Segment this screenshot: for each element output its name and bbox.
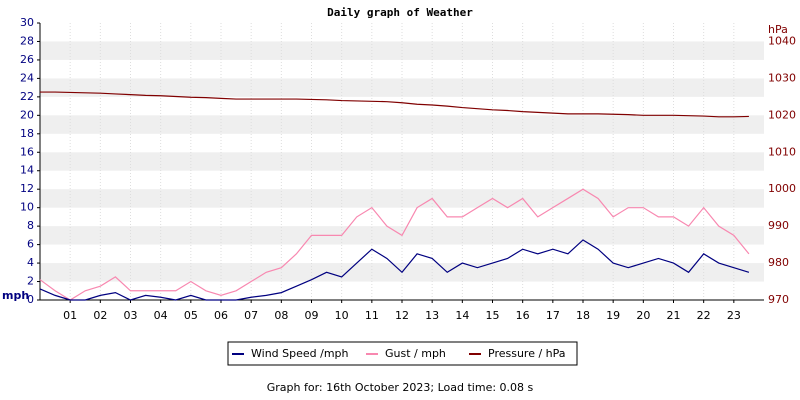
y2-tick-label: 980 [768,256,789,269]
y-tick-label: 20 [20,108,34,121]
x-tick-label: 14 [455,309,469,322]
y2-tick-label: 1000 [768,182,796,195]
y-tick-label: 12 [20,182,34,195]
series-line [39,188,750,301]
x-tick-label: 08 [274,309,288,322]
legend-label: Pressure / hPa [488,347,566,360]
y-tick-label: 2 [27,275,34,288]
chart-title: Daily graph of Weather [327,6,473,19]
y-tick-label: 26 [20,53,34,66]
x-tick-label: 17 [546,309,560,322]
series-line [39,239,750,301]
x-tick-label: 12 [395,309,409,322]
x-tick-label: 20 [636,309,650,322]
legend-label: Wind Speed /mph [251,347,349,360]
footer: Graph for: 16th October 2023; Load time:… [267,381,534,394]
x-tick-label: 15 [486,309,500,322]
series-line [40,91,749,118]
x-tick-label: 09 [305,309,319,322]
y-tick-label: 10 [20,201,34,214]
x-tick-label: 21 [667,309,681,322]
legend-label: Gust / mph [385,347,446,360]
x-tick-label: 03 [124,309,138,322]
x-tick-label: 01 [63,309,77,322]
y-tick-label: 16 [20,145,34,158]
x-tick-label: 16 [516,309,530,322]
x-tick-label: 22 [697,309,711,322]
y-tick-label: 28 [20,34,34,47]
x-tick-label: 13 [425,309,439,322]
y-tick-label: 22 [20,90,34,103]
grid-band [40,78,764,97]
y-tick-label: 18 [20,127,34,140]
x-tick-label: 02 [93,309,107,322]
y-axis-label: mph [2,289,29,302]
x-tick-label: 04 [154,309,168,322]
y2-tick-label: 970 [768,293,789,306]
y2-tick-label: 1030 [768,71,796,84]
y2-tick-label: 1010 [768,145,796,158]
y-tick-label: 8 [27,219,34,232]
x-tick-label: 05 [184,309,198,322]
y-tick-label: 0 [27,293,34,306]
y-tick-label: 6 [27,238,34,251]
y2-tick-label: 990 [768,219,789,232]
x-tick-label: 11 [365,309,379,322]
y2-axis-label: hPa [768,23,788,36]
y-tick-label: 30 [20,16,34,29]
x-tick-label: 19 [606,309,620,322]
x-tick-label: 07 [244,309,258,322]
y2-tick-label: 1040 [768,34,796,47]
x-tick-label: 23 [727,309,741,322]
x-tick-label: 06 [214,309,228,322]
y-tick-label: 24 [20,71,34,84]
x-tick-label: 10 [335,309,349,322]
y-tick-label: 4 [27,256,34,269]
y-tick-label: 14 [20,164,34,177]
legend-box [227,341,578,366]
x-tick-label: 18 [576,309,590,322]
y2-tick-label: 1020 [768,108,796,121]
